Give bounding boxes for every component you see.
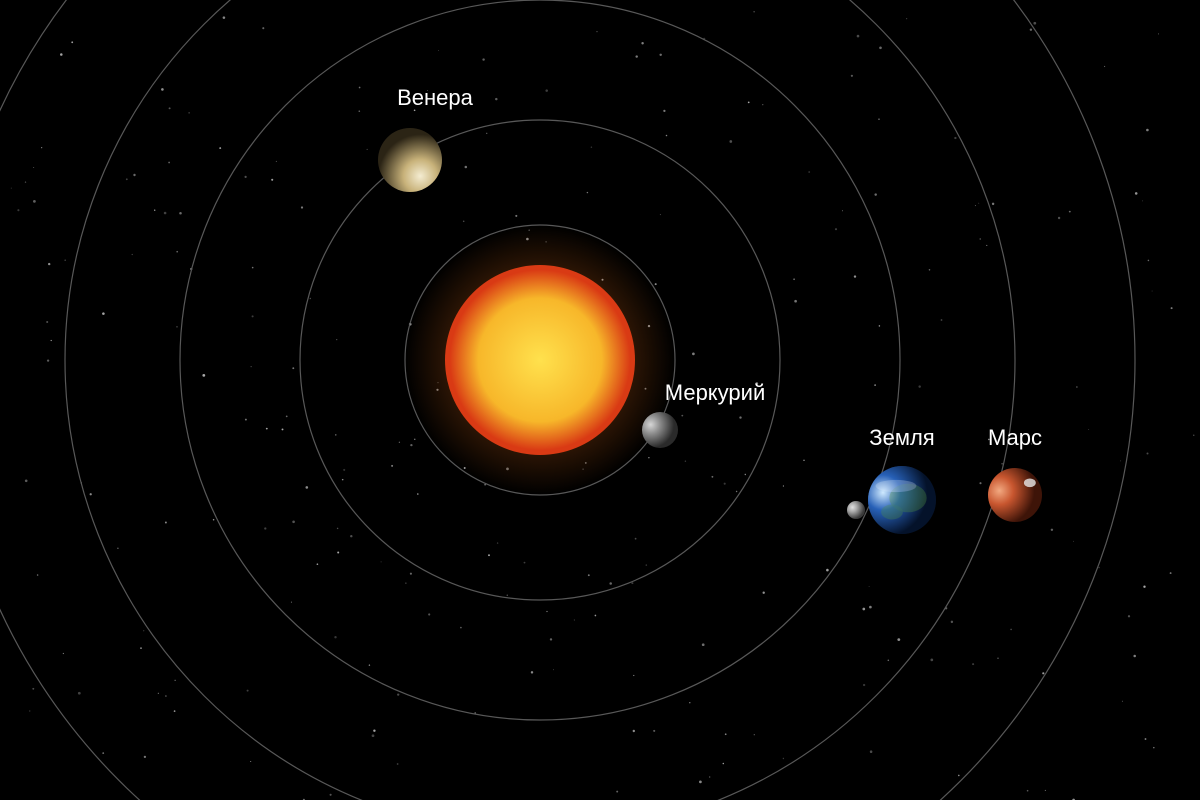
moon bbox=[847, 501, 865, 519]
planet-mercury bbox=[642, 412, 678, 448]
solar-system-svg bbox=[0, 0, 1200, 800]
solar-system-diagram: ВенераМеркурийЗемляМарс bbox=[0, 0, 1200, 800]
planet-mars bbox=[988, 468, 1042, 522]
planet-venus bbox=[378, 128, 442, 192]
sun bbox=[405, 225, 675, 495]
